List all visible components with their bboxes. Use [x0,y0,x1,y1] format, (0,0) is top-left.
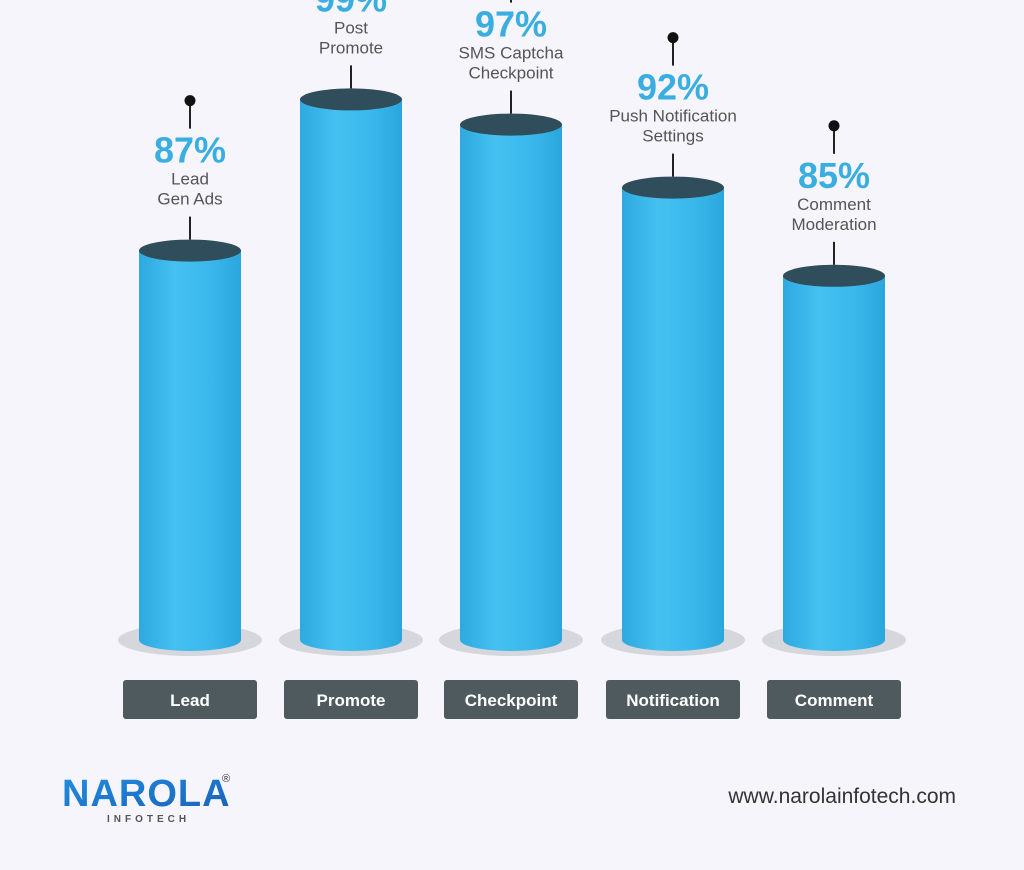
description-line: Push Notification [609,107,737,126]
description-line: Lead [171,170,209,189]
bar-base [622,629,724,651]
bar [622,187,724,640]
brand-name: NAROLA [62,773,231,815]
data-label: 87% [154,130,226,171]
category-label: Promote [317,691,386,710]
category-label: Comment [795,691,874,710]
pin-dot [667,32,679,44]
pin-dot [828,120,840,132]
description-line: Comment [797,195,871,214]
brand-logo: NAROLA ® INFOTECH [62,773,231,825]
brand-tagline: INFOTECH [107,814,190,825]
bar-top-cap [139,239,241,262]
description-line: Post [334,18,368,37]
category-label-box [284,680,418,719]
bar [783,275,885,640]
registered-mark: ® [222,773,230,785]
category-label: Notification [626,691,720,710]
data-label: 92% [637,67,709,108]
bar-top-cap [460,113,562,136]
bar [139,250,241,640]
bar [300,99,402,640]
bar-top-cap [783,264,885,287]
category-label: Checkpoint [465,691,558,710]
description-line: Moderation [791,215,876,234]
category-label-box [123,680,257,719]
bar-base [300,629,402,651]
category-label-box [444,680,578,719]
bar [460,124,562,641]
description-line: Checkpoint [468,64,553,83]
bar-base [460,629,562,651]
data-label: 99% [315,0,387,19]
bar-top-cap [300,88,402,111]
category-label-box [767,680,901,719]
data-label: 85% [798,155,870,196]
website-url: www.narolainfotech.com [727,785,956,808]
description-line: Gen Ads [157,190,222,209]
data-label: 97% [475,4,547,45]
bar-top-cap [622,176,724,199]
bar-base [139,629,241,651]
description-line: SMS Captcha [459,44,564,63]
description-line: Settings [642,127,703,146]
category-label: Lead [170,691,210,710]
description-line: Promote [319,38,383,57]
pin-dot [184,95,196,107]
bar-base [783,629,885,651]
category-label-box [606,680,740,719]
